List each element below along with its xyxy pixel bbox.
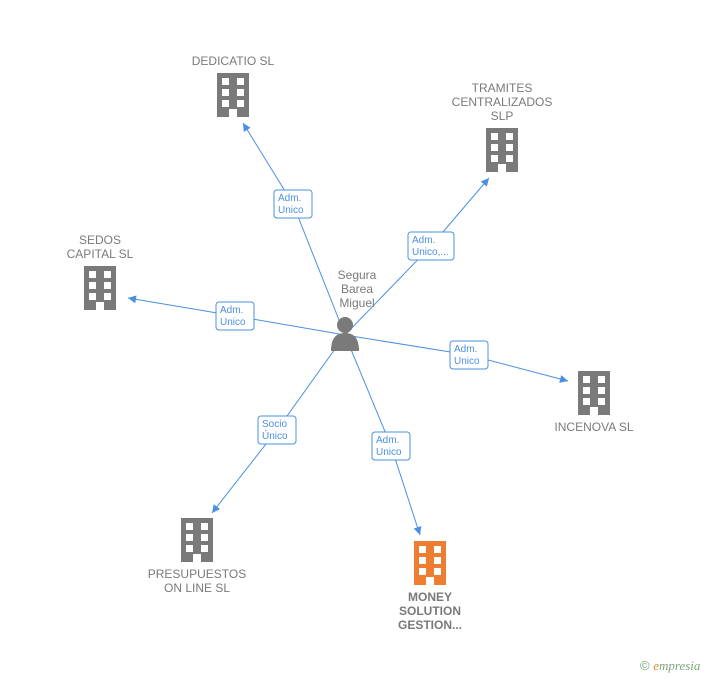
edge-label: Adm.Unico [450, 341, 488, 369]
center-label: Barea [341, 282, 373, 296]
building-icon [414, 541, 446, 585]
edge-label: Adm.Unico [216, 302, 254, 330]
edge-label-text: Socio [262, 419, 287, 430]
company-label: ON LINE SL [164, 581, 230, 595]
edge-label-text: Unico [376, 447, 402, 458]
company-node-sedos[interactable] [84, 266, 116, 310]
edge-label-text: Adm. [376, 435, 399, 446]
person-icon [331, 317, 359, 351]
edge-label-text: Unico,... [412, 247, 449, 258]
edge-label-text: Único [262, 429, 288, 442]
svg-text:© empresia: © empresia [640, 658, 701, 673]
company-label: GESTION... [398, 618, 462, 632]
company-node-tramites[interactable] [486, 128, 518, 172]
edge-arrow [481, 178, 489, 187]
edge-label: Adm.Unico [372, 432, 410, 460]
watermark-brand-rest: mpresia [659, 658, 701, 673]
edge-label: SocioÚnico [258, 416, 296, 444]
watermark: © empresia [640, 658, 701, 673]
edge-label-text: Unico [220, 317, 246, 328]
building-icon [217, 73, 249, 117]
building-icon [181, 518, 213, 562]
edge-arrow [212, 504, 220, 513]
company-label: SEDOS [79, 233, 121, 247]
company-node-incenova[interactable] [578, 371, 610, 415]
company-label: INCENOVA SL [554, 420, 633, 434]
company-label: TRAMITES [472, 81, 533, 95]
company-node-dedicatio[interactable] [217, 73, 249, 117]
building-icon [486, 128, 518, 172]
edge-arrow [243, 123, 251, 132]
company-node-money[interactable] [414, 541, 446, 585]
company-node-presupuestos[interactable] [181, 518, 213, 562]
edge-segment [345, 335, 391, 446]
company-label: CENTRALIZADOS [452, 95, 553, 109]
edge-arrow [414, 526, 422, 535]
edge-label-text: Unico [454, 356, 480, 367]
company-label: PRESUPUESTOS [148, 567, 246, 581]
center-label: Miguel [339, 296, 374, 310]
edge-label-text: Adm. [220, 305, 243, 316]
company-label: SLP [491, 109, 514, 123]
company-label: MONEY [408, 590, 452, 604]
center-label: Segura [338, 268, 377, 282]
company-label: DEDICATIO SL [192, 54, 275, 68]
building-icon [84, 266, 116, 310]
edge-label-text: Unico [278, 205, 304, 216]
edge-arrow [559, 375, 568, 383]
building-icon [578, 371, 610, 415]
watermark-copyright: © [640, 658, 650, 673]
edge-label: Adm.Unico,... [408, 232, 454, 260]
edge-label-text: Adm. [278, 193, 301, 204]
company-label: SOLUTION [399, 604, 461, 618]
edge-label: Adm.Unico [274, 190, 312, 218]
center-person[interactable] [331, 317, 359, 351]
edge-label-text: Adm. [454, 344, 477, 355]
company-label: CAPITAL SL [67, 247, 134, 261]
edge-arrow [128, 295, 137, 303]
edge-label-text: Adm. [412, 235, 435, 246]
